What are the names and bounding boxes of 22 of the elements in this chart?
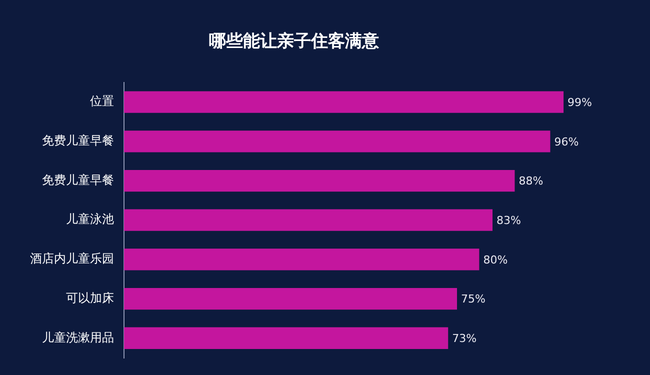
data-label: 75% <box>461 292 486 306</box>
chart-title: 哪些能让亲子住客满意 <box>209 32 380 52</box>
bar <box>124 288 457 310</box>
bar <box>124 170 515 192</box>
y-tick-label: 免费儿童早餐 <box>42 134 114 148</box>
y-tick-label: 儿童泳池 <box>66 212 114 226</box>
data-label: 99% <box>568 96 592 109</box>
bar <box>124 327 448 349</box>
bar <box>124 130 550 152</box>
data-label: 80% <box>483 253 508 266</box>
y-tick-label: 位置 <box>90 94 114 108</box>
y-tick-label: 免费儿童早餐 <box>42 172 114 187</box>
y-tick-label: 儿童洗漱用品 <box>42 330 114 344</box>
bar <box>124 91 564 113</box>
data-label: 73% <box>452 332 477 345</box>
data-label: 88% <box>518 174 544 188</box>
data-label: 96% <box>554 135 579 148</box>
data-label: 83% <box>496 214 521 227</box>
y-tick-label: 可以加床 <box>66 290 114 305</box>
bar <box>124 209 493 231</box>
bar <box>124 248 480 270</box>
y-tick-label: 酒店内儿童乐园 <box>30 252 114 266</box>
